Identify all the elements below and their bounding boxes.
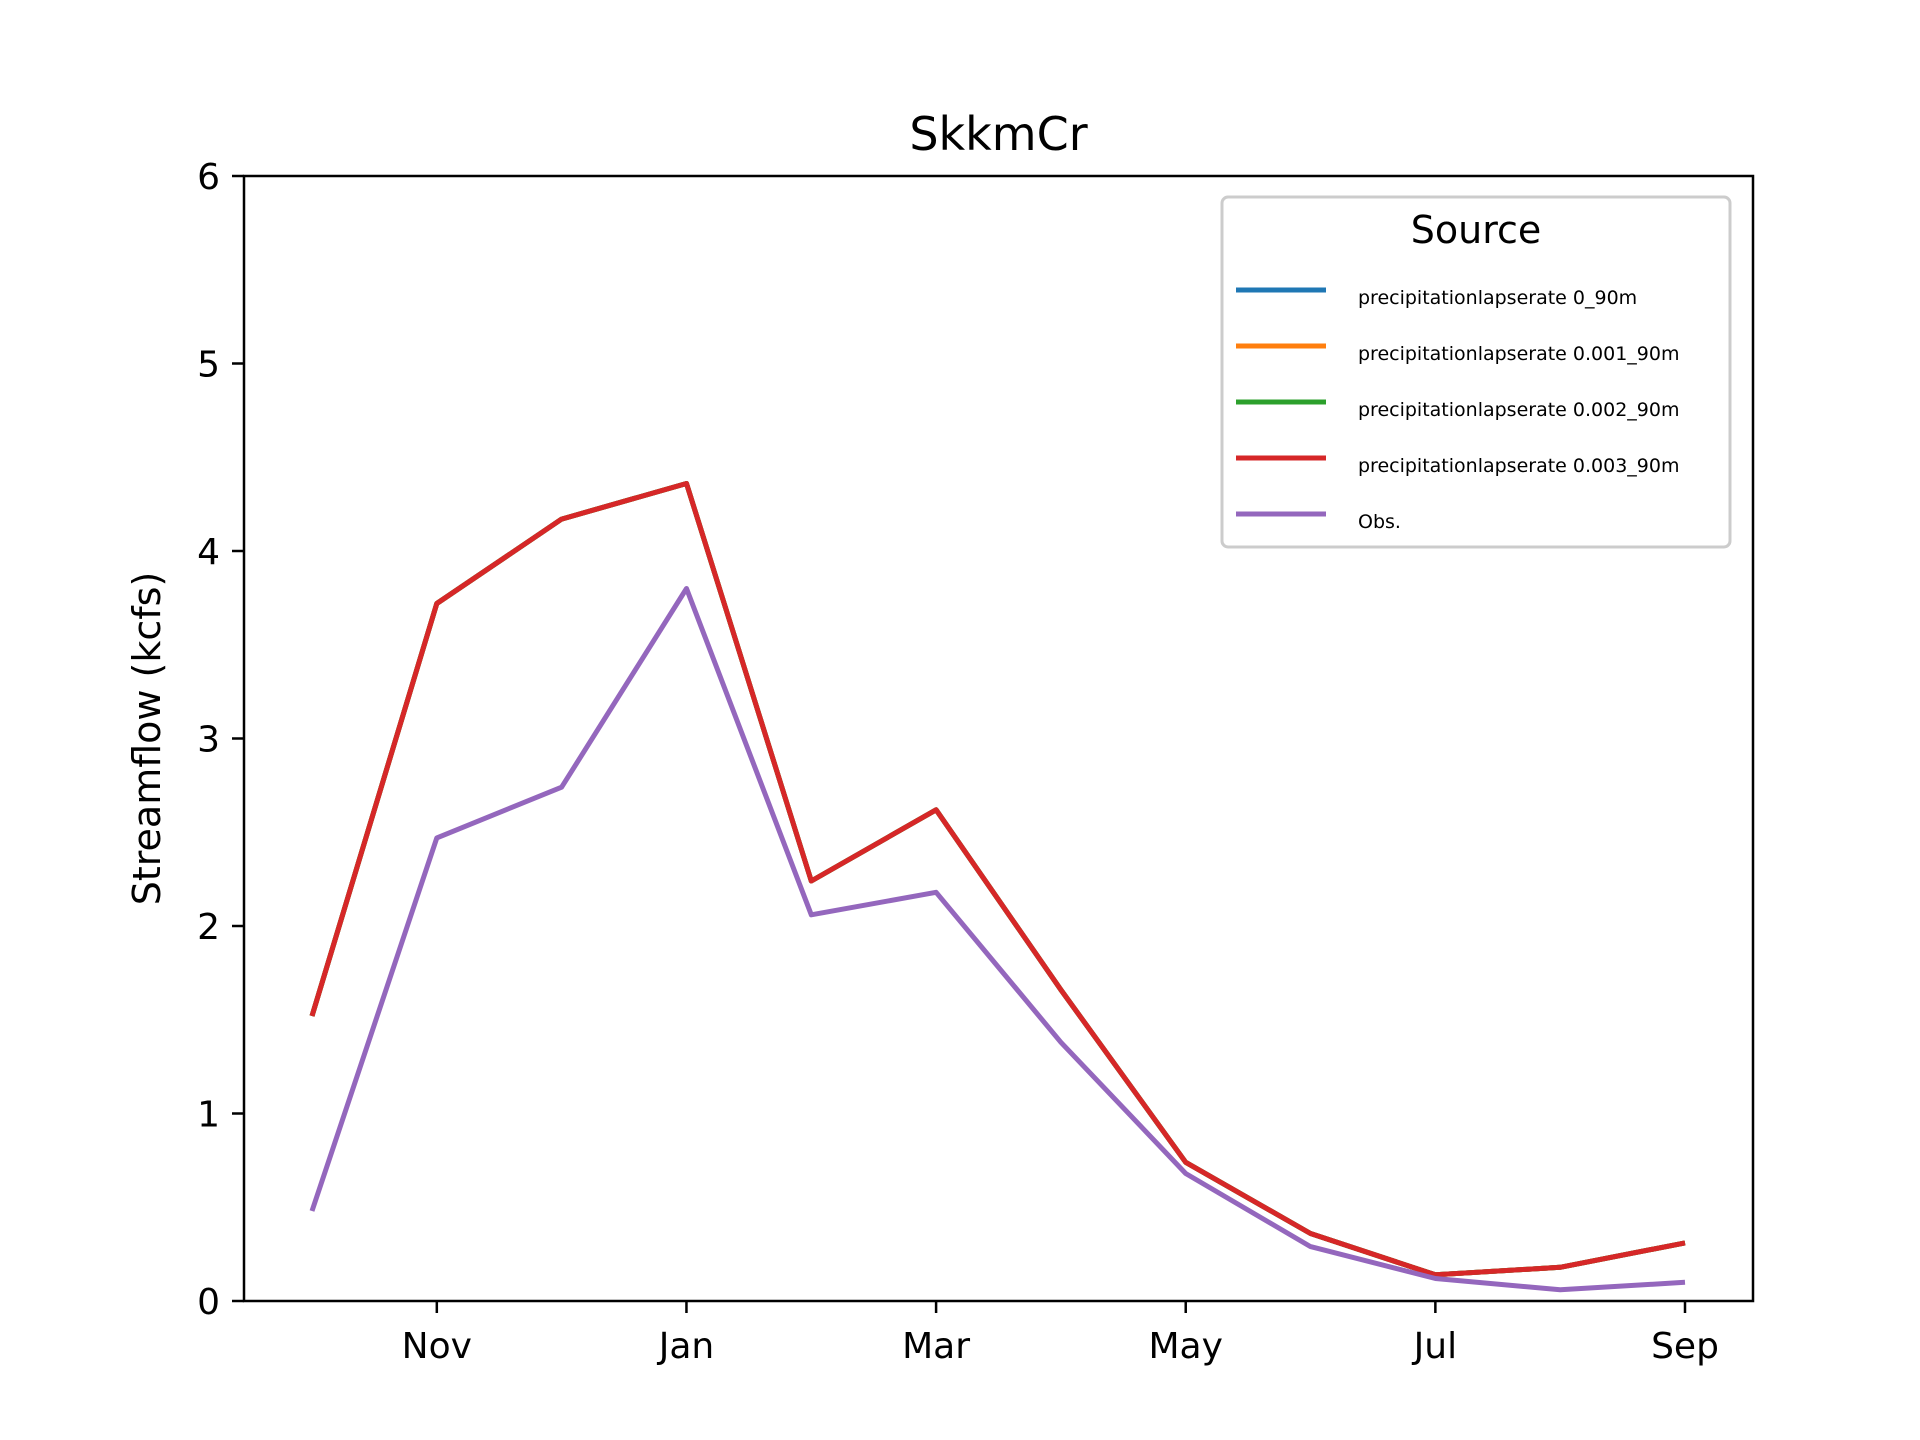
legend-entry-label: Obs. (1358, 511, 1401, 533)
legend: Source precipitationlapserate 0_90mprecip… (1220, 195, 1732, 549)
y-tick-label: 4 (197, 532, 220, 573)
legend-entry-label: precipitationlapserate 0.003_90m (1358, 455, 1679, 477)
x-axis: Nov Jan Mar May Jul Sep (402, 1301, 1719, 1367)
y-tick-label: 0 (197, 1282, 220, 1323)
series-line-0 (309, 481, 1686, 1278)
legend-title: Source (1411, 208, 1542, 252)
legend-entry-label: precipitationlapserate 0_90m (1358, 287, 1637, 309)
x-tick-label: Jul (1412, 1326, 1457, 1367)
legend-entry-label: precipitationlapserate 0.002_90m (1358, 399, 1679, 421)
series-lines (309, 481, 1686, 1293)
x-tick-label: May (1149, 1326, 1223, 1367)
legend-entry-label: precipitationlapserate 0.001_90m (1358, 343, 1679, 365)
series-line-4 (309, 586, 1686, 1293)
y-tick-label: 6 (197, 157, 220, 198)
y-tick-label: 3 (197, 720, 220, 761)
x-tick-label: Jan (657, 1326, 715, 1367)
x-tick-label: Mar (902, 1326, 970, 1367)
y-tick-label: 5 (197, 345, 220, 386)
series-line-2 (309, 481, 1686, 1278)
x-tick-label: Nov (402, 1326, 472, 1367)
legend-box (1220, 195, 1732, 549)
series-line-1 (309, 481, 1686, 1278)
y-tick-label: 2 (197, 907, 220, 948)
y-tick-label: 1 (197, 1095, 220, 1136)
y-axis: 0 1 2 3 4 5 6 (197, 157, 244, 1323)
y-axis-label: Streamflow (kcfs) (125, 572, 169, 906)
x-tick-label: Sep (1651, 1326, 1719, 1367)
series-line-3 (309, 481, 1686, 1278)
chart-title: SkkmCr (909, 107, 1087, 161)
